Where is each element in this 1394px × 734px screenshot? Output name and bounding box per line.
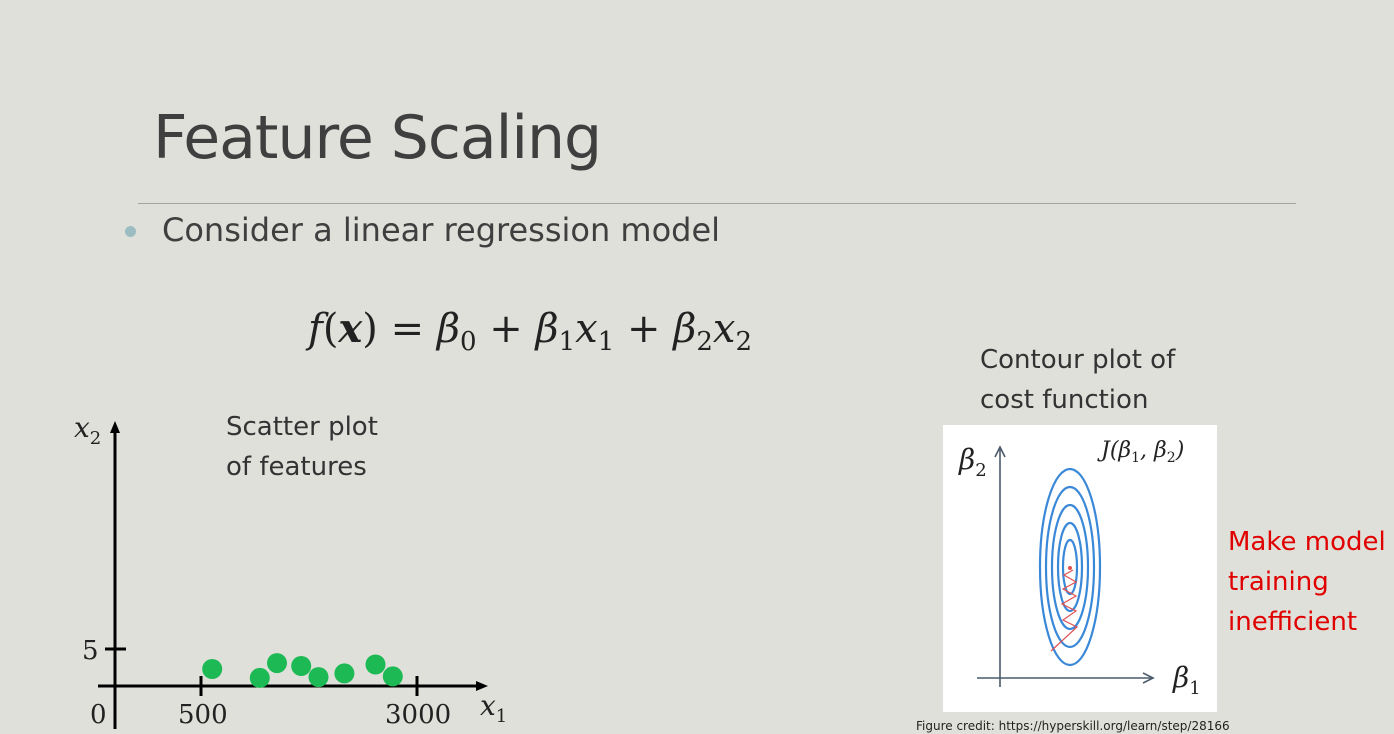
eq-x-bold: x — [338, 305, 363, 352]
eq-equals: = — [390, 306, 425, 352]
scatter-point — [267, 653, 287, 674]
scatter-y-axis-label: x2 — [74, 411, 101, 449]
scatter-plot: x2 x1 0 5 500 3000 — [74, 411, 507, 730]
contour-caption-line: Contour plot of — [980, 345, 1176, 375]
scatter-caption-line: of features — [226, 452, 367, 482]
scatter-point — [308, 667, 329, 688]
eq-f: f — [308, 306, 323, 352]
scatter-origin-label: 0 — [90, 700, 107, 730]
scatter-x-arrow-icon — [476, 681, 488, 691]
title-divider — [138, 203, 1296, 204]
eq-sub0: 0 — [459, 327, 477, 357]
contour-ellipses — [1038, 467, 1102, 667]
red-note: Make model training inefficient — [1228, 522, 1386, 642]
eq-sub1a: 1 — [558, 327, 576, 357]
figure-credit: Figure credit: https://hyperskill.org/le… — [916, 719, 1230, 733]
regression-equation: f(x) = β0 + β1x1 + β2x2 — [308, 305, 752, 357]
scatter-caption: Scatter plot of features — [226, 407, 378, 487]
contour-ellipse — [1050, 503, 1090, 631]
eq-plus2: + — [626, 306, 661, 352]
gradient-descent-path — [1050, 569, 1079, 652]
eq-plus1: + — [489, 306, 523, 352]
scatter-x-tick-label: 500 — [178, 700, 228, 730]
scatter-y-arrow-icon — [110, 421, 120, 433]
eq-paren-close: ) — [362, 306, 378, 352]
scatter-point — [365, 654, 386, 675]
contour-ellipse — [1038, 467, 1102, 667]
contour-ellipse — [1044, 485, 1096, 649]
red-note-line: inefficient — [1228, 607, 1358, 637]
scatter-x-tick-label: 3000 — [385, 700, 451, 730]
contour-caption: Contour plot of cost function — [980, 340, 1175, 420]
scatter-point — [334, 663, 355, 684]
eq-sub1b: 1 — [597, 327, 615, 357]
eq-beta1: β — [535, 306, 559, 352]
eq-beta0: β — [436, 306, 460, 352]
scatter-y-tick-label: 5 — [82, 636, 99, 666]
contour-function-label: J(β1, β2) — [1097, 438, 1184, 466]
red-note-line: training — [1228, 567, 1329, 597]
eq-x1: x — [575, 306, 598, 352]
contour-x-arrow-icon — [1142, 672, 1155, 684]
scatter-point — [249, 667, 270, 688]
scatter-points — [202, 653, 403, 688]
contour-y-axis-label: β2 — [958, 443, 987, 481]
eq-sub2b: 2 — [735, 327, 752, 357]
scatter-caption-line: Scatter plot — [226, 412, 378, 442]
bullet-text: Consider a linear regression model — [162, 211, 721, 249]
scatter-point — [382, 666, 403, 687]
contour-figure: J(β1, β2) β2 β1 — [943, 425, 1217, 712]
eq-beta2: β — [673, 306, 697, 352]
contour-ellipse — [1061, 538, 1079, 596]
scatter-x-axis-label: x1 — [480, 689, 507, 727]
red-note-line: Make model — [1228, 527, 1386, 557]
eq-sub2a: 2 — [696, 327, 713, 357]
contour-ellipse — [1056, 521, 1084, 613]
eq-x2: x — [712, 306, 736, 352]
eq-paren-open: ( — [322, 306, 339, 352]
contour-caption-line: cost function — [980, 385, 1149, 415]
bullet-icon — [125, 226, 136, 237]
contour-x-axis-label: β1 — [1172, 661, 1201, 699]
scatter-point — [291, 656, 312, 676]
slide-title: Feature Scaling — [153, 103, 602, 173]
scatter-point — [202, 659, 223, 679]
minimum-point — [1068, 566, 1072, 570]
contour-plot: J(β1, β2) β2 β1 — [958, 438, 1201, 699]
contour-y-arrow-icon — [994, 445, 1006, 458]
